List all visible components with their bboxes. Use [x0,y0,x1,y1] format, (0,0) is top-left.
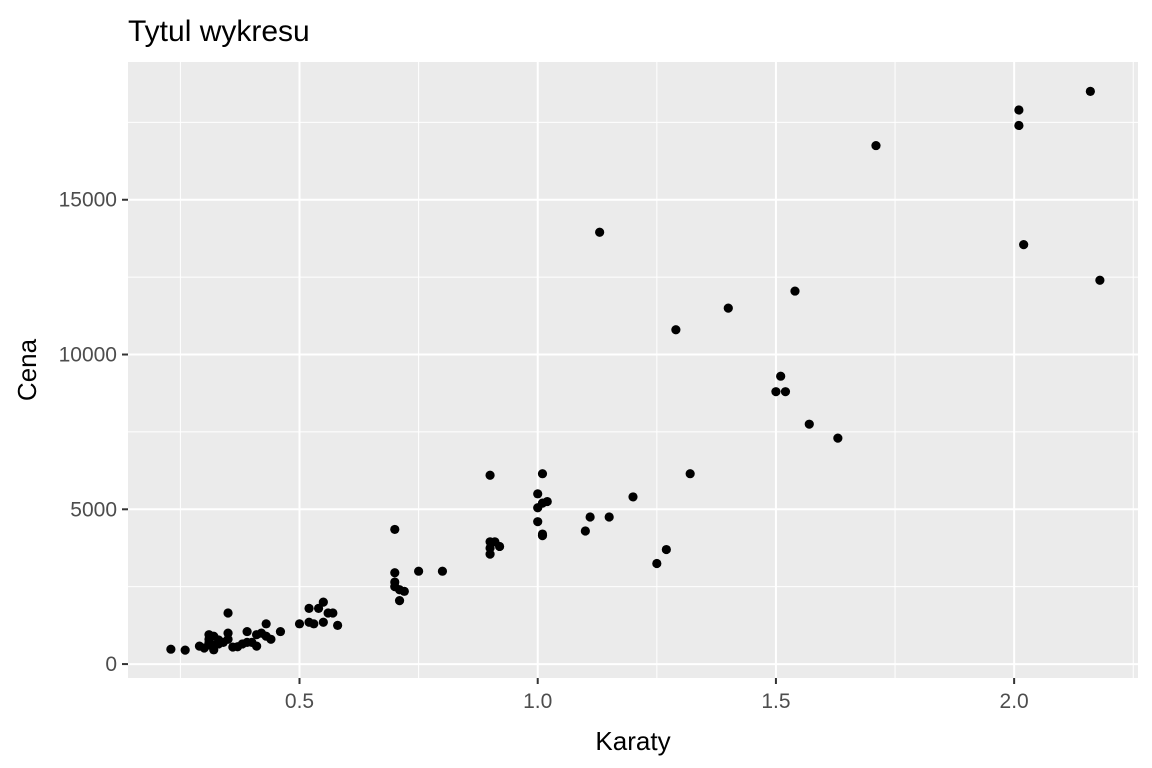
data-point [180,645,190,655]
data-point [394,596,405,606]
data-point [313,603,324,613]
data-point [804,419,814,429]
data-point [628,492,638,502]
data-point [585,512,595,522]
data-point [166,644,176,654]
x-axis: 0.5 1.0 1.5 2.0 [285,678,1029,713]
data-point [871,140,881,151]
data-point [414,566,424,576]
minor-gridlines [128,62,1138,678]
y-tick-label: 5000 [70,498,117,521]
x-tick-label: 0.5 [285,690,314,713]
data-point [780,387,791,397]
data-point [1014,120,1024,131]
data-point [333,620,343,630]
data-point [495,541,505,552]
x-tick-label: 1.0 [523,690,552,713]
data-point [318,617,328,627]
y-tick-label: 0 [105,653,117,676]
data-point [390,568,400,578]
y-tick-label: 15000 [59,189,117,212]
data-point [223,634,233,644]
data-point [1019,240,1029,250]
data-point [318,597,328,607]
data-point [723,303,733,313]
data-point [652,558,662,569]
data-point [604,512,614,522]
chart-title: Tytul wykresu [128,15,310,48]
data-point [437,566,448,576]
data-point [671,325,681,335]
data-point [790,286,800,296]
data-point [309,619,319,629]
y-axis: 0 5000 10000 15000 [59,189,128,676]
data-points [166,86,1105,655]
data-point [275,626,286,637]
x-tick-label: 2.0 [1000,690,1029,713]
data-point [776,371,786,381]
data-point [252,641,262,651]
data-point [242,626,252,637]
data-point [1014,105,1024,115]
data-point [328,608,338,618]
data-point [485,549,495,559]
data-point [485,470,495,480]
data-point [304,603,314,613]
x-axis-title: Karaty [595,726,670,756]
data-point [533,489,543,499]
data-point [261,619,271,629]
data-point [266,634,276,644]
data-point [390,524,400,535]
data-point [595,227,605,237]
x-tick-label: 1.5 [761,690,790,713]
data-point [537,469,548,479]
major-gridlines [128,62,1138,678]
y-tick-label: 10000 [59,344,117,367]
data-point [542,496,552,507]
data-point [223,608,233,618]
y-axis-title: Cena [12,338,42,401]
data-point [1095,275,1105,285]
data-point [661,544,671,555]
data-point [533,517,543,527]
data-point [580,526,590,536]
data-point [1085,86,1095,97]
data-point [771,387,781,397]
data-point [294,619,305,629]
plot-panel [128,62,1138,678]
data-point [537,531,548,541]
data-point [399,586,409,596]
data-point [833,433,843,443]
data-point [685,469,695,479]
